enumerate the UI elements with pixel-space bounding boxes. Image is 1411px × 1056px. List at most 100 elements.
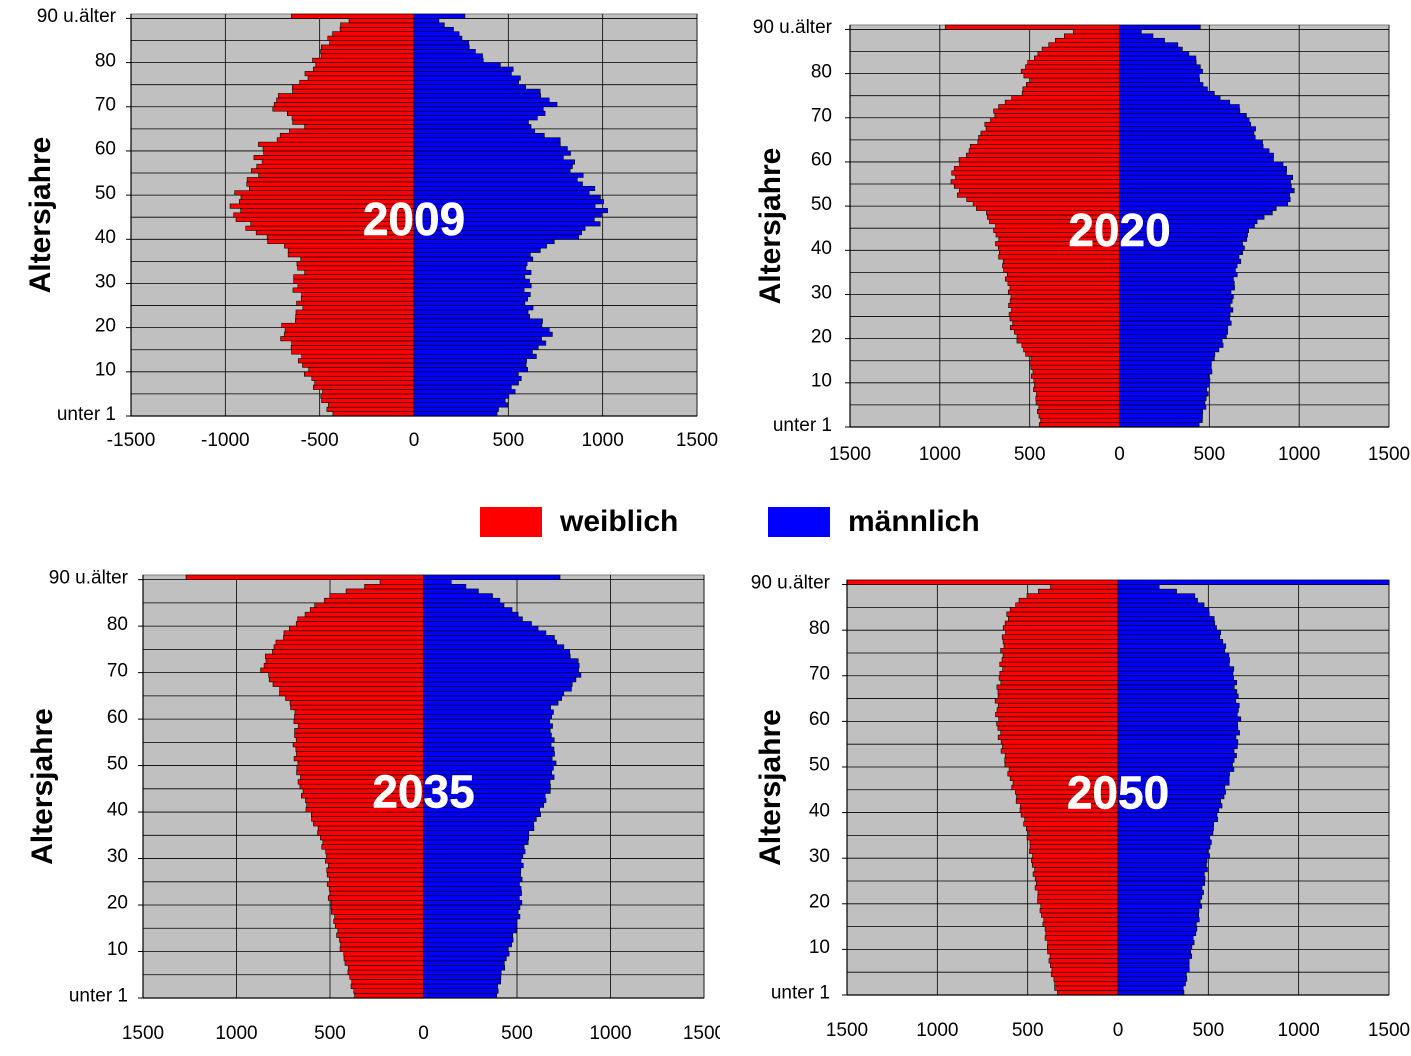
y-tick-label: 90 u.älter [49, 567, 129, 588]
bar-weiblich-88 [364, 583, 424, 590]
bar-weiblich-31 [1029, 848, 1119, 854]
bar-weiblich-28 [1031, 862, 1119, 868]
bar-weiblich-64 [285, 695, 424, 701]
bar-maennlich-25 [1117, 876, 1206, 882]
bar-weiblich-70 [999, 670, 1119, 677]
bar-weiblich-62 [996, 707, 1119, 713]
bar-weiblich-74 [1002, 652, 1119, 658]
x-tick-label: 1000 [589, 1023, 631, 1044]
bar-weiblich-2 [350, 983, 424, 990]
bar-weiblich-27 [301, 292, 415, 298]
bar-maennlich-84 [1117, 607, 1210, 613]
bar-maennlich-18 [1119, 342, 1224, 348]
bar-weiblich-30 [293, 278, 415, 284]
bar-maennlich-2 [413, 402, 509, 408]
y-tick-label: 50 [107, 753, 128, 774]
bar-weiblich-37 [287, 247, 415, 253]
bar-maennlich-67 [1119, 126, 1256, 132]
bar-maennlich-73 [413, 88, 541, 94]
bar-weiblich-16 [1043, 917, 1119, 923]
bar-maennlich-64 [1119, 139, 1263, 145]
bar-maennlich-63 [1117, 702, 1240, 708]
bar-weiblich-77 [304, 71, 415, 77]
bar-weiblich-1 [353, 988, 424, 994]
bar-weiblich-18 [284, 331, 415, 337]
bar-weiblich-16 [1025, 351, 1120, 357]
bar-maennlich-58 [423, 723, 553, 729]
bar-maennlich-58 [1117, 725, 1239, 731]
bar-weiblich-51 [1004, 757, 1119, 763]
bar-maennlich-68 [423, 676, 577, 683]
bar-maennlich-21 [1119, 329, 1229, 335]
bar-maennlich-32 [423, 844, 525, 850]
bar-weiblich-58 [297, 723, 424, 729]
bar-weiblich-88 [340, 22, 415, 28]
bar-weiblich-32 [321, 844, 424, 850]
bar-weiblich-20 [330, 900, 424, 906]
legend-swatch-weiblich [480, 507, 542, 537]
bar-maennlich-35 [1117, 830, 1214, 836]
bar-maennlich-85 [1119, 46, 1183, 52]
bar-weiblich-37 [1002, 258, 1120, 264]
bar-maennlich-7 [423, 960, 505, 966]
bar-maennlich-20 [1117, 898, 1201, 905]
bar-weiblich-60 [998, 716, 1119, 722]
bar-maennlich-33 [423, 839, 529, 845]
bar-maennlich-13 [1119, 364, 1212, 370]
bar-maennlich-1 [1119, 417, 1203, 423]
bar-weiblich-3 [321, 398, 415, 404]
bar-maennlich-51 [1119, 196, 1291, 203]
bar-weiblich-78 [1030, 77, 1120, 83]
bar-weiblich-23 [328, 886, 424, 892]
bar-weiblich-55 [251, 168, 415, 174]
bar-maennlich-37 [413, 247, 541, 253]
bar-maennlich-57 [423, 728, 551, 734]
bar-maennlich-68 [1119, 121, 1252, 127]
bar-weiblich-35 [1028, 830, 1119, 836]
bar-maennlich-22 [1119, 325, 1228, 331]
bar-weiblich-62 [276, 137, 415, 143]
bar-weiblich-54 [1002, 743, 1119, 750]
bar-maennlich-22 [1117, 889, 1204, 895]
bar-weiblich-54 [258, 172, 415, 178]
bar-weiblich-3 [1037, 409, 1120, 415]
bar-weiblich-82 [1008, 616, 1119, 622]
bar-weiblich-0 [1057, 990, 1119, 996]
bar-maennlich-0 [1119, 422, 1200, 428]
bar-maennlich-89 [1117, 584, 1160, 590]
chart-svg: -1500 -1000 -500 0 500 1000 1500 unter 1 10 20 30 4… [24, 6, 718, 451]
bar-maennlich-54 [1117, 743, 1238, 750]
bar-maennlich-76 [413, 75, 521, 81]
bar-weiblich-61 [294, 709, 424, 715]
bar-maennlich-26 [1119, 307, 1234, 313]
bar-weiblich-24 [326, 881, 424, 887]
bar-weiblich-84 [1009, 607, 1119, 613]
bar-weiblich-25 [1034, 876, 1119, 882]
bar-weiblich-36 [1002, 263, 1120, 269]
bar-weiblich-53 [1000, 748, 1119, 754]
y-tick-label: 30 [95, 271, 116, 292]
y-tick-label: unter 1 [773, 415, 832, 436]
bar-weiblich-87 [339, 26, 415, 32]
bar-weiblich-51 [293, 755, 424, 762]
bar-weiblich-14 [337, 927, 424, 934]
bar-weiblich-26 [300, 296, 415, 302]
bar-weiblich-51 [966, 196, 1120, 203]
bar-maennlich-88 [1117, 588, 1177, 594]
bar-maennlich-61 [1117, 711, 1238, 718]
bar-maennlich-3 [413, 398, 506, 404]
bar-maennlich-24 [423, 881, 520, 887]
bar-weiblich-13 [1030, 364, 1120, 370]
bar-weiblich-81 [297, 616, 424, 622]
bar-weiblich-64 [994, 698, 1119, 704]
legend: weiblich männlich [0, 505, 1411, 549]
bar-weiblich-79 [315, 62, 415, 68]
bar-weiblich-25 [1008, 311, 1120, 317]
bar-weiblich-35 [317, 830, 424, 836]
bar-weiblich-2 [1038, 413, 1120, 419]
bar-maennlich-72 [1117, 661, 1230, 667]
bar-weiblich-75 [299, 79, 415, 85]
bar-maennlich-24 [413, 305, 534, 311]
bar-weiblich-63 [279, 132, 415, 138]
bar-maennlich-20 [1119, 333, 1227, 339]
